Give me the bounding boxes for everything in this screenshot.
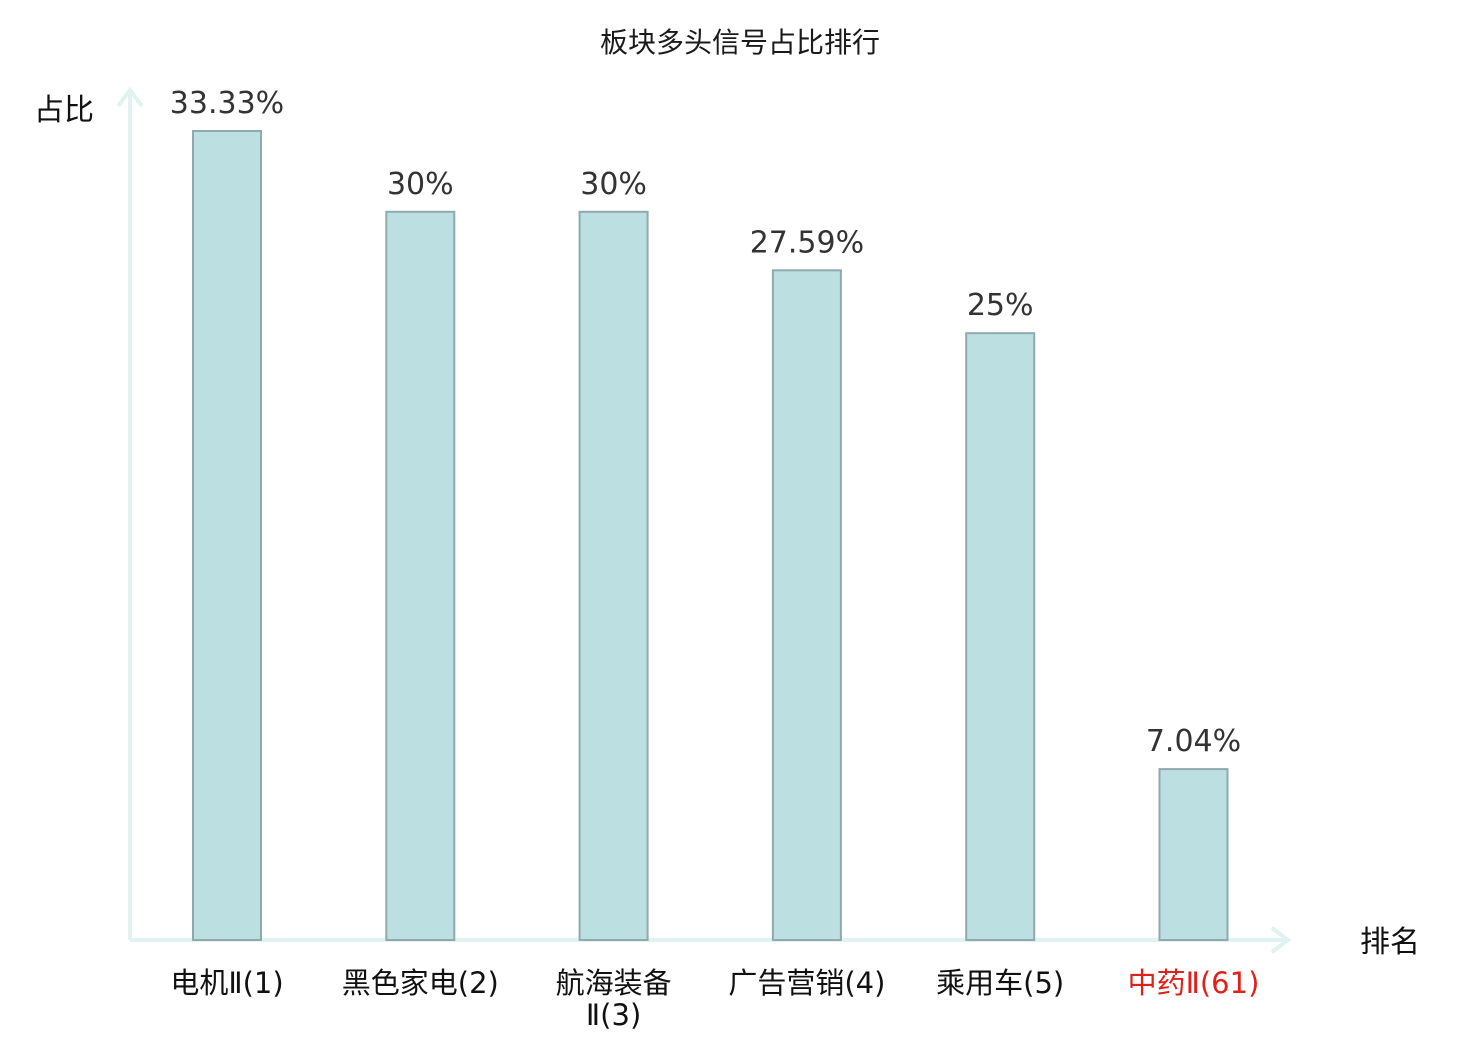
x-tick-label: 黑色家电(2) <box>342 966 499 1000</box>
bar <box>965 332 1036 941</box>
x-axis-label: 排名 <box>1360 925 1420 960</box>
axes <box>116 86 1292 954</box>
bar <box>192 130 262 941</box>
bar <box>385 210 456 942</box>
bar-value-label: 7.04% <box>1146 724 1241 759</box>
value-labels: 33.33% 30% 30% 27.59% 25% 7.04% <box>170 86 1241 759</box>
x-tick-label: 乘用车(5) <box>936 966 1064 1000</box>
x-axis-arrow-icon <box>1270 926 1292 954</box>
bar-value-label: 33.33% <box>170 86 284 121</box>
y-axis-label: 占比 <box>34 93 94 128</box>
y-axis-arrow-icon <box>116 86 144 108</box>
bar <box>578 210 649 942</box>
x-tick-label: 中药Ⅱ(61) <box>1128 966 1260 1000</box>
x-tick-label: Ⅱ(3) <box>586 998 641 1032</box>
x-tick-label: 电机Ⅱ(1) <box>170 966 283 1000</box>
chart-title: 板块多头信号占比排行 <box>600 26 880 59</box>
bar-value-label: 27.59% <box>750 225 864 260</box>
x-tick-label: 航海装备 <box>556 966 672 1000</box>
bars <box>192 130 1229 942</box>
bar-value-label: 25% <box>967 288 1034 323</box>
bar-value-label: 30% <box>580 167 647 202</box>
bar <box>1158 768 1229 941</box>
bar-value-label: 30% <box>387 167 454 202</box>
x-tick-label: 广告营销(4) <box>728 966 885 1000</box>
bar <box>771 269 842 941</box>
